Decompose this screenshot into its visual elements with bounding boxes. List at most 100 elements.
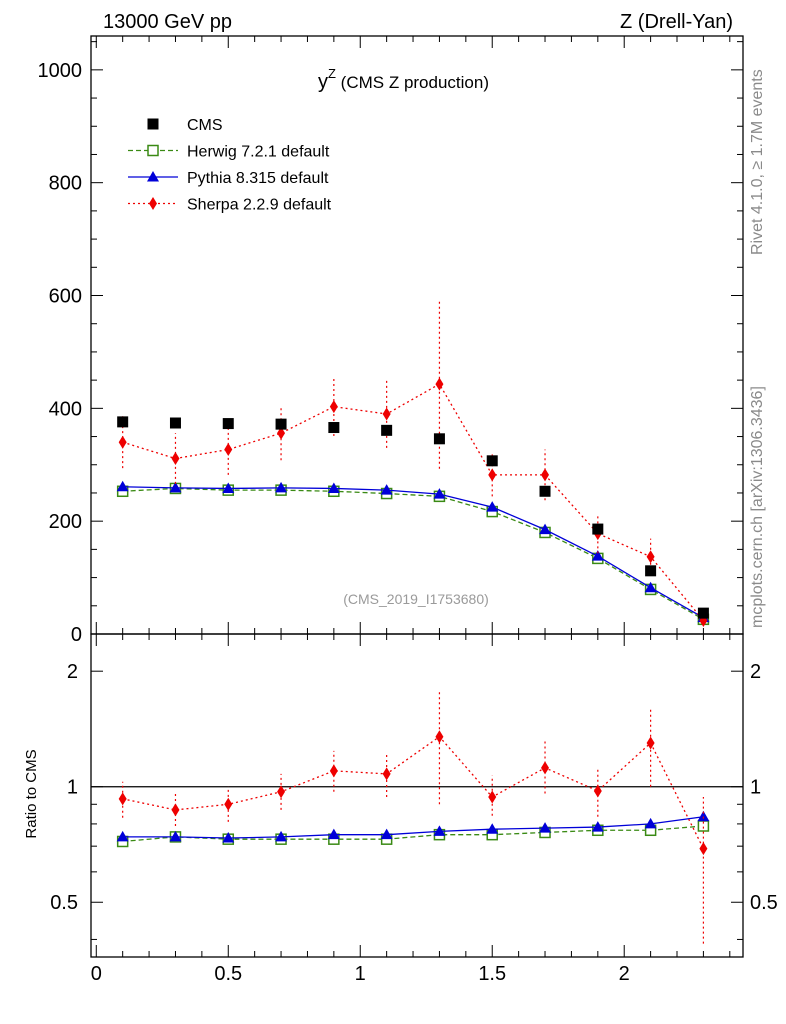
pythia-point — [380, 484, 393, 495]
y-tick-label: 0 — [71, 624, 82, 646]
pythia-line — [122, 486, 704, 619]
mcplots-credit-label: mcplots.cern.ch [arXiv:1306.3436] — [749, 386, 766, 628]
sherpa-ratio-point — [488, 790, 497, 804]
cms-point — [169, 417, 181, 429]
pythia-point — [644, 581, 657, 593]
sherpa-point — [382, 407, 391, 421]
sherpa-point — [329, 400, 338, 414]
cms-point — [433, 433, 445, 445]
ratio-panel: 0.5 0.5 1 1 2 2 Ratio to CMS — [23, 633, 778, 958]
pythia-ratio-point — [539, 822, 552, 833]
pythia-ratio-point — [116, 830, 129, 842]
sherpa-line — [122, 383, 704, 621]
cms-point — [381, 424, 393, 436]
pythia-point — [486, 501, 499, 512]
pythia-ratio-point — [327, 828, 340, 840]
plot-title-superscript: Z — [328, 66, 336, 81]
sherpa-point — [277, 426, 286, 440]
sherpa-point — [224, 443, 233, 457]
sherpa-ratio-group — [118, 691, 708, 944]
sherpa-ratio-point — [171, 803, 180, 817]
y-tick-label: 200 — [49, 511, 82, 533]
plot-title: yZ (CMS Z production) — [318, 66, 489, 93]
pythia-ratio-point — [380, 828, 393, 840]
x-axis-tick-labels: 0 0.5 1 1.5 2 — [91, 963, 630, 985]
y-tick-label: 600 — [49, 286, 82, 308]
x-tick-label: 0.5 — [214, 963, 242, 985]
plot-title-variable: y — [318, 71, 328, 93]
sherpa-point — [488, 468, 497, 482]
pythia-point — [275, 481, 288, 493]
plot-title-description: (CMS Z production) — [336, 73, 489, 92]
sherpa-legend-marker — [149, 197, 157, 210]
ratio-axes: 0.5 0.5 1 1 2 2 — [50, 661, 778, 957]
ratio-tick-label: 2 — [67, 661, 78, 683]
pythia-ratio-group — [116, 810, 710, 843]
pythia-legend-marker — [147, 171, 159, 182]
x-tick-label: 1 — [355, 963, 366, 985]
sherpa-ratio-point — [277, 785, 286, 799]
sherpa-ratio-point — [224, 797, 233, 811]
analysis-tag: (CMS_2019_I1753680) — [343, 591, 489, 607]
sherpa-ratio-line — [122, 735, 704, 849]
pythia-point — [433, 488, 446, 499]
cms-point — [328, 422, 340, 434]
herwig-ratio-group — [116, 820, 710, 848]
sherpa-point — [171, 452, 180, 466]
legend: CMS Herwig 7.2.1 default Pythia 8.315 defa… — [128, 117, 332, 214]
pythia-point — [116, 480, 129, 492]
sherpa-ratio-point — [435, 730, 444, 744]
pythia-point — [591, 550, 604, 561]
cms-point — [697, 607, 709, 619]
cms-point — [222, 418, 234, 430]
cms-point — [592, 523, 604, 535]
pythia-point — [169, 481, 182, 493]
sherpa-ratio-point — [118, 792, 127, 806]
pythia-point — [222, 482, 235, 493]
cms-point — [117, 416, 129, 428]
ratio-frame — [90, 633, 744, 958]
sherpa-legend-label: Sherpa 2.2.9 default — [187, 197, 332, 214]
pythia-ratio-point — [222, 832, 235, 843]
pythia-ratio-point — [486, 823, 499, 834]
cms-main-group — [117, 416, 709, 619]
y-tick-label: 1000 — [38, 60, 83, 82]
sherpa-ratio-point — [382, 767, 391, 781]
pythia-ratio-point — [591, 821, 604, 832]
sherpa-ratio-point — [646, 736, 655, 750]
pythia-ratio-point — [697, 810, 710, 822]
sherpa-point — [118, 435, 127, 449]
ratio-tick-label: 1 — [67, 777, 78, 799]
sherpa-ratio-point — [329, 764, 338, 778]
ratio-series — [116, 691, 710, 944]
sherpa-ratio-point — [593, 784, 602, 798]
cms-point — [486, 455, 498, 467]
y-tick-label: 400 — [49, 398, 82, 420]
ratio-tick-label-right: 2 — [750, 661, 761, 683]
cms-point — [275, 418, 287, 430]
sherpa-ratio-point — [699, 842, 708, 856]
header-process-label: Z (Drell-Yan) — [620, 11, 733, 33]
x-tick-label: 2 — [619, 963, 630, 985]
ratio-tick-label-right: 0.5 — [750, 892, 778, 914]
pythia-ratio-point — [275, 830, 288, 842]
pythia-ratio-point — [644, 817, 657, 829]
pythia-legend-label: Pythia 8.315 default — [187, 170, 329, 187]
ratio-tick-label: 0.5 — [50, 892, 78, 914]
main-axes: 0 200 400 600 800 1000 — [38, 36, 743, 646]
herwig-ratio-line — [122, 825, 704, 843]
herwig-legend-label: Herwig 7.2.1 default — [187, 144, 330, 161]
rivet-version-label: Rivet 4.1.0, ≥ 1.7M events — [749, 69, 766, 255]
pythia-ratio-point — [169, 830, 182, 842]
cms-point — [539, 485, 551, 497]
sherpa-point — [435, 377, 444, 391]
pythia-main-group — [116, 480, 710, 623]
header-collision-label: 13000 GeV pp — [103, 11, 232, 33]
cms-legend-label: CMS — [187, 117, 223, 134]
sherpa-point — [541, 468, 550, 482]
cms-point — [645, 565, 657, 577]
herwig-legend-marker — [147, 144, 159, 157]
ratio-y-axis-label: Ratio to CMS — [23, 749, 40, 838]
pythia-ratio-line — [122, 816, 704, 839]
